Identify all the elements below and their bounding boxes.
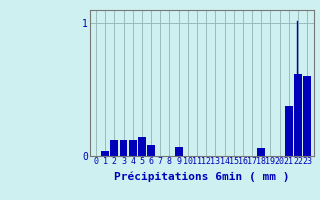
Bar bbox=[120, 140, 127, 156]
Bar bbox=[147, 145, 155, 156]
Bar bbox=[285, 106, 293, 156]
Bar bbox=[138, 137, 146, 156]
Bar bbox=[175, 147, 182, 156]
Bar bbox=[129, 140, 137, 156]
Bar bbox=[101, 151, 109, 156]
X-axis label: Précipitations 6min ( mm ): Précipitations 6min ( mm ) bbox=[114, 172, 289, 182]
Bar bbox=[257, 148, 265, 156]
Bar bbox=[303, 76, 311, 156]
Bar bbox=[110, 140, 118, 156]
Bar bbox=[294, 74, 302, 156]
